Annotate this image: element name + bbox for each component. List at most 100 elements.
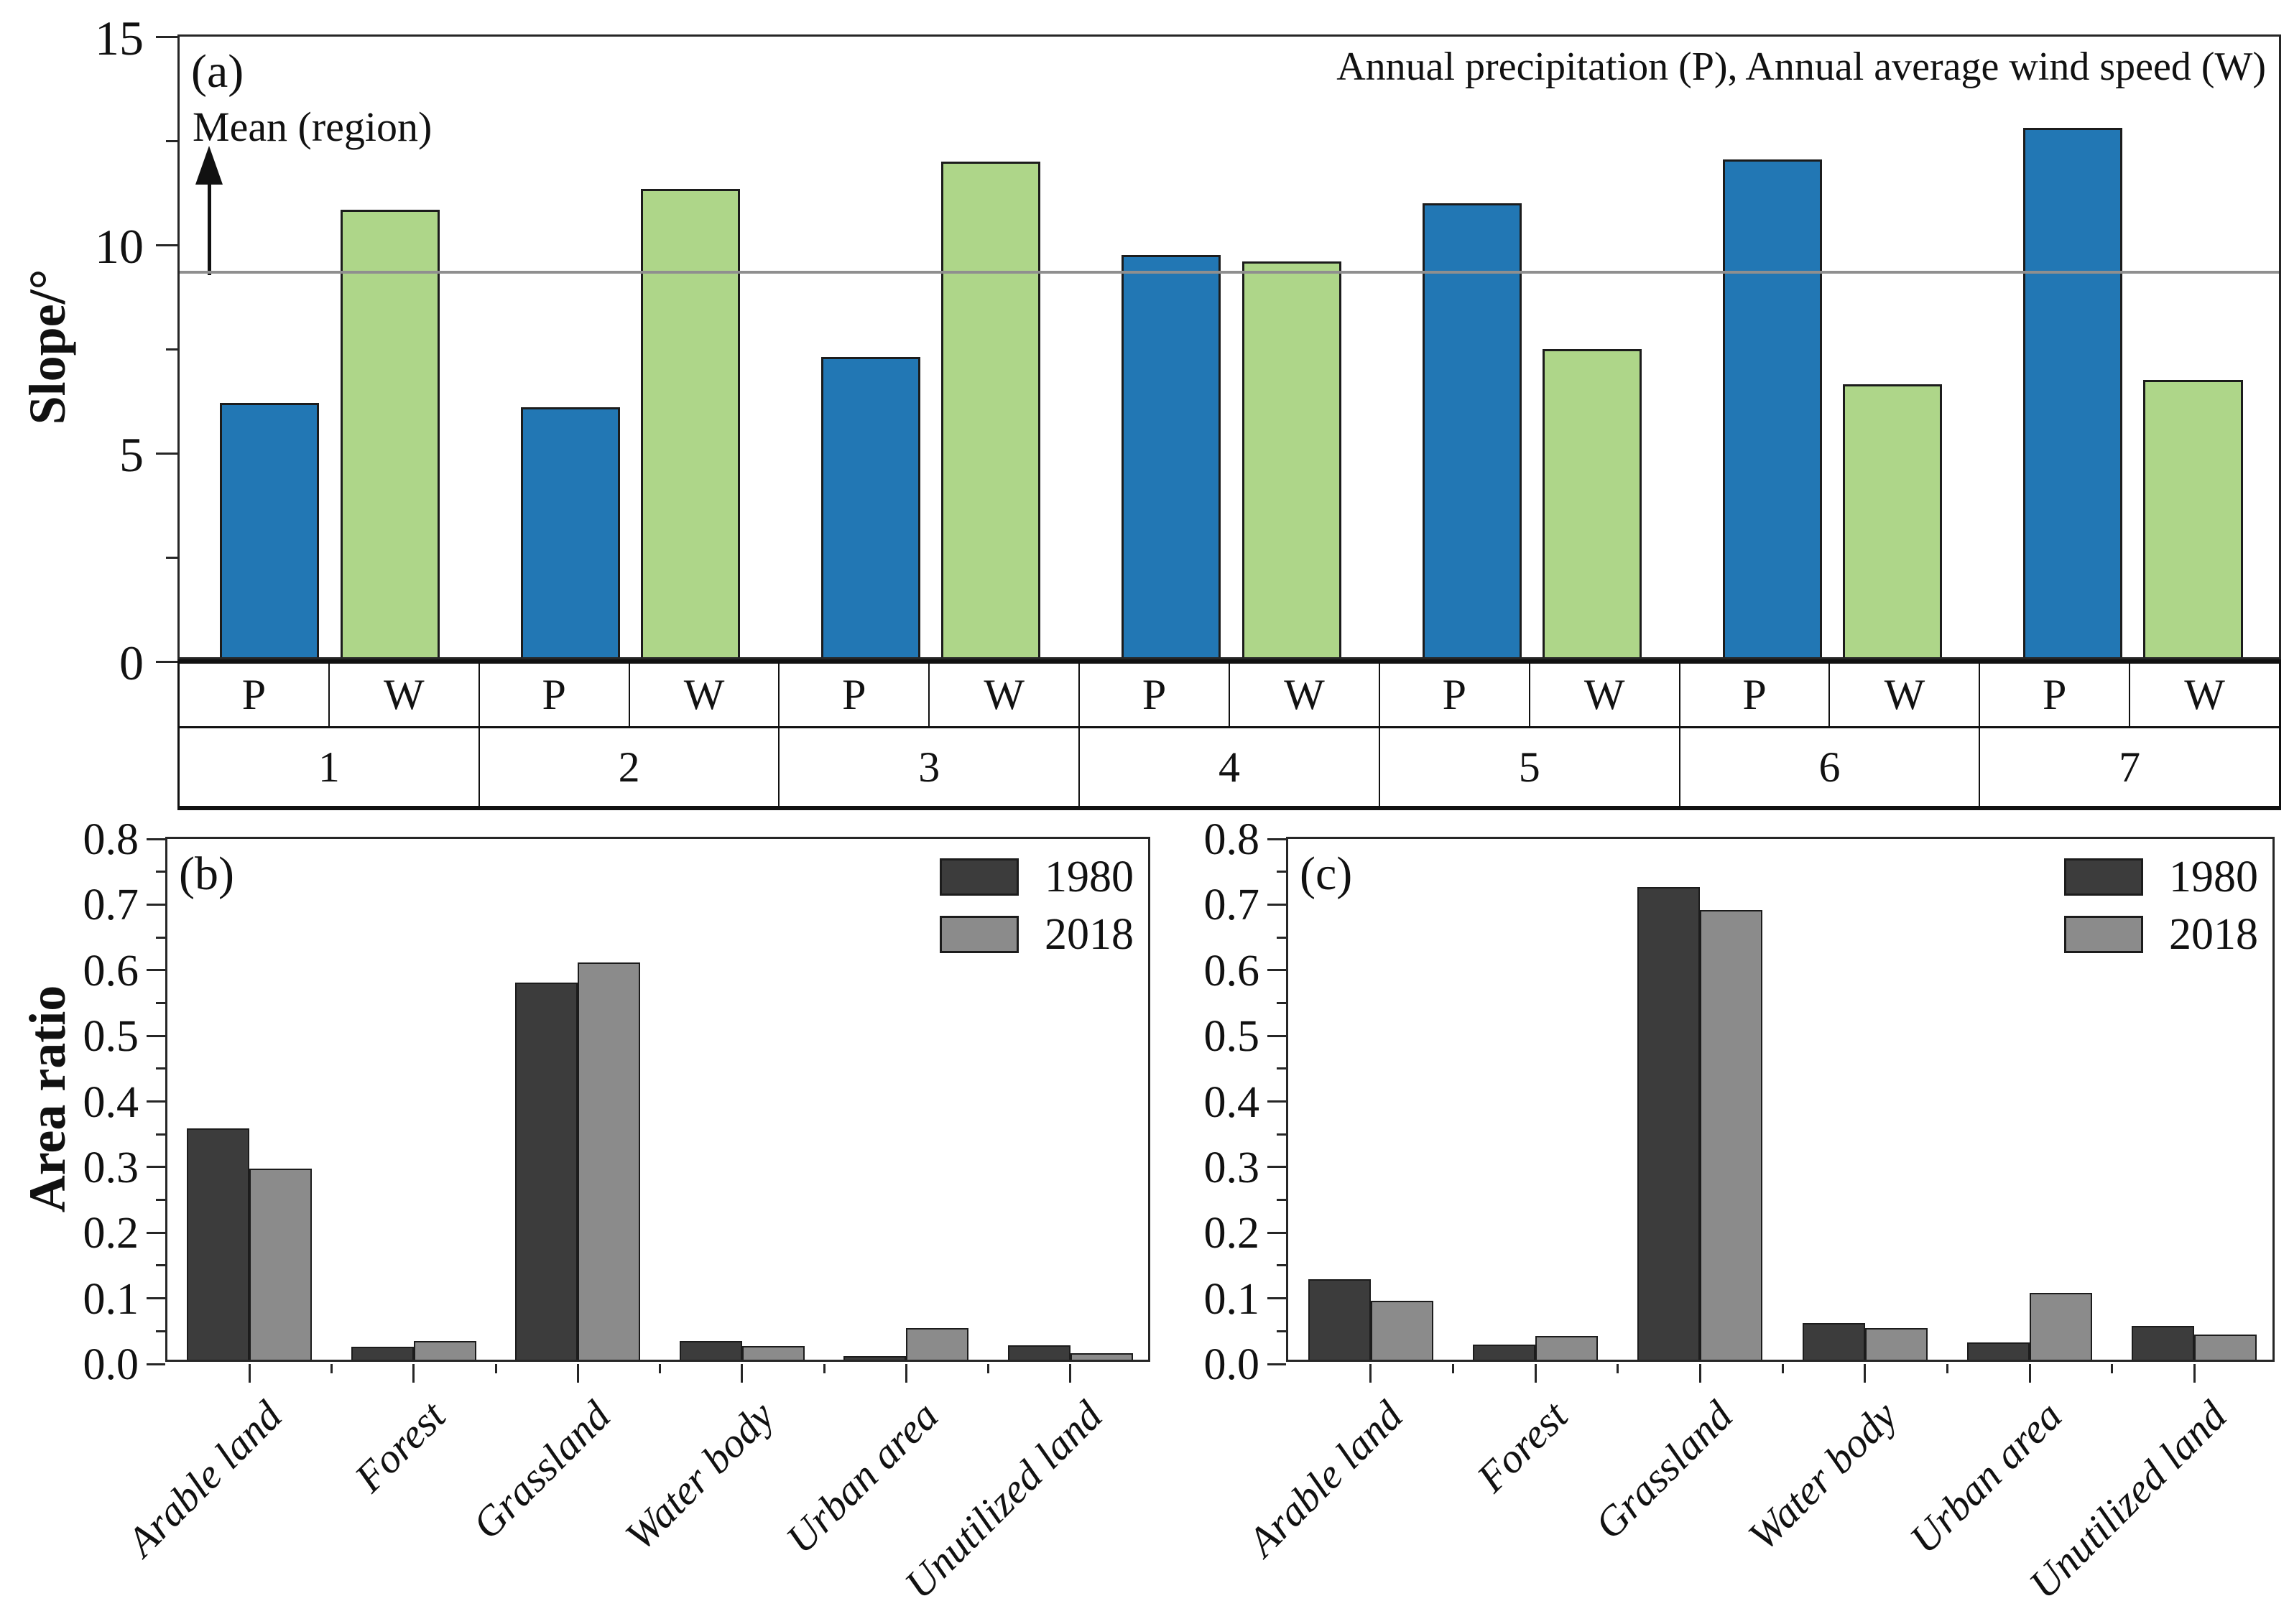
bar-a-P-region-7 <box>2023 128 2123 657</box>
y-tick-label: 0.1 <box>1203 1274 1260 1324</box>
legend-swatch-1980 <box>940 858 1019 896</box>
table-cell-sub: P <box>479 664 630 726</box>
y-tick-label: 0.5 <box>83 1012 139 1062</box>
mean-reference-line <box>180 270 2279 274</box>
legend-swatch-2018 <box>2064 916 2143 953</box>
x-minor-tick <box>987 1364 989 1373</box>
table-cell-sub: W <box>930 664 1081 726</box>
mean-arrow-icon <box>195 146 223 275</box>
y-tick-label: 0.8 <box>1203 815 1260 864</box>
bar-b-2018-Urban area <box>906 1328 969 1360</box>
bar-a-P-region-1 <box>220 403 320 657</box>
legend: 1980 2018 <box>2064 855 2258 957</box>
x-minor-tick <box>330 1364 333 1373</box>
y-minor-tick <box>1277 1067 1286 1070</box>
category-label: Grassland <box>1585 1392 1742 1549</box>
table-cell-sub: P <box>1379 664 1530 726</box>
bar-b-2018-Water body <box>741 1345 805 1360</box>
bar-c-2018-Unutilized land <box>2194 1335 2257 1360</box>
x-major-tick <box>1864 1364 1867 1383</box>
bar-b-1980-Forest <box>351 1346 414 1360</box>
y-major-tick <box>147 1166 165 1169</box>
panel-a-annotation: Annual precipitation (P), Annual average… <box>1336 45 2266 89</box>
y-minor-tick <box>156 1330 165 1332</box>
panel-a-bars: 0 5 10 15 <box>95 14 2279 687</box>
y-major-tick <box>147 1034 165 1037</box>
x-minor-tick <box>1781 1364 1784 1373</box>
table-cell-region: 6 <box>1680 728 1981 806</box>
y-tick-label: 0.3 <box>83 1143 139 1192</box>
y-major-tick <box>147 1363 165 1365</box>
table-cell-sub: P <box>180 664 330 726</box>
bar-c-1980-Water body <box>1802 1322 1865 1360</box>
table-cell-sub: W <box>629 664 780 726</box>
legend-label: 1980 <box>1045 853 1134 901</box>
y-major-tick <box>147 969 165 972</box>
bar-c-1980-Forest <box>1473 1344 1535 1360</box>
table-cell-sub: W <box>1530 664 1680 726</box>
table-cell-region: 3 <box>780 728 1081 806</box>
y-major-tick <box>1267 1100 1286 1103</box>
y-tick-label: 0.6 <box>83 946 139 996</box>
category-label: Urban area <box>1900 1392 2071 1563</box>
y-minor-tick <box>1277 871 1286 873</box>
table-cell-region: 1 <box>180 728 480 806</box>
x-major-tick <box>576 1364 579 1383</box>
y-major-tick <box>147 837 165 840</box>
table-cell-sub: W <box>1830 664 1981 726</box>
x-major-tick <box>741 1364 744 1383</box>
table-cell-region: 4 <box>1080 728 1380 806</box>
y-tick-label: 0.5 <box>1203 1012 1260 1062</box>
bar-b-1980-Water body <box>679 1340 742 1360</box>
x-minor-tick <box>1451 1364 1454 1373</box>
category-label: Urban area <box>777 1392 948 1563</box>
y-major-tick <box>147 1100 165 1103</box>
bar-c-2018-Grassland <box>1700 910 1763 1360</box>
panel-c-bars: 0.0 0.1 0.2 0.3 0.4 0.5 0.6 0.7 0.8 Arable land Fo… <box>1204 817 2272 1607</box>
mean-region-label: Mean (region) <box>193 103 433 150</box>
legend-swatch-1980 <box>2064 858 2143 896</box>
y-minor-tick <box>166 556 177 559</box>
bar-a-P-region-6 <box>1722 159 1822 657</box>
legend: 1980 2018 <box>940 855 1134 957</box>
bar-a-P-region-4 <box>1122 255 1221 657</box>
y-minor-tick <box>1277 936 1286 939</box>
y-minor-tick <box>156 936 165 939</box>
bar-a-W-region-4 <box>1241 261 1341 657</box>
bar-a-W-region-3 <box>941 161 1041 657</box>
bar-b-2018-Unutilized land <box>1070 1352 1133 1360</box>
legend-item-1980: 1980 <box>2064 855 2258 899</box>
category-label: Grassland <box>463 1392 619 1549</box>
bar-c-2018-Arable land <box>1370 1300 1433 1360</box>
bar-c-2018-Water body <box>1864 1328 1928 1360</box>
table-cell-sub: W <box>2130 664 2280 726</box>
y-tick-label: 0.6 <box>1203 946 1260 996</box>
y-major-tick <box>147 1297 165 1300</box>
y-tick-label: 0.2 <box>1203 1209 1260 1258</box>
legend-label: 2018 <box>1045 910 1134 959</box>
y-tick-label: 10 <box>95 219 144 274</box>
bar-b-1980-Grassland <box>515 982 578 1360</box>
y-major-tick <box>1267 1297 1286 1300</box>
bar-b-2018-Forest <box>413 1341 476 1360</box>
x-minor-tick <box>1617 1364 1619 1373</box>
y-minor-tick <box>156 1264 165 1267</box>
bar-b-1980-Urban area <box>843 1355 907 1360</box>
y-major-tick <box>156 35 177 38</box>
panel-c-plot: (c) 0.0 0.1 0.2 0.3 0.4 0.5 0.6 0.7 0.8 Arable la… <box>1204 817 2275 1607</box>
bar-b-2018-Grassland <box>578 962 641 1360</box>
panel-b-plot: (b) 0.0 0.1 0.2 0.3 0.4 0.5 0.6 0.7 0.8 Arable la… <box>83 817 1150 1607</box>
y-minor-tick <box>156 1067 165 1070</box>
bar-c-2018-Urban area <box>2030 1292 2092 1360</box>
y-tick-label: 0.7 <box>1203 881 1260 930</box>
legend-label: 1980 <box>2169 853 2258 901</box>
category-label: Arable land <box>117 1392 291 1565</box>
table-cell-sub: P <box>1080 664 1231 726</box>
y-minor-tick <box>156 1133 165 1136</box>
panel-b-label: (b) <box>179 848 234 900</box>
category-label: Forest <box>1467 1392 1577 1501</box>
x-major-tick <box>905 1364 907 1383</box>
x-major-tick <box>1369 1364 1372 1383</box>
